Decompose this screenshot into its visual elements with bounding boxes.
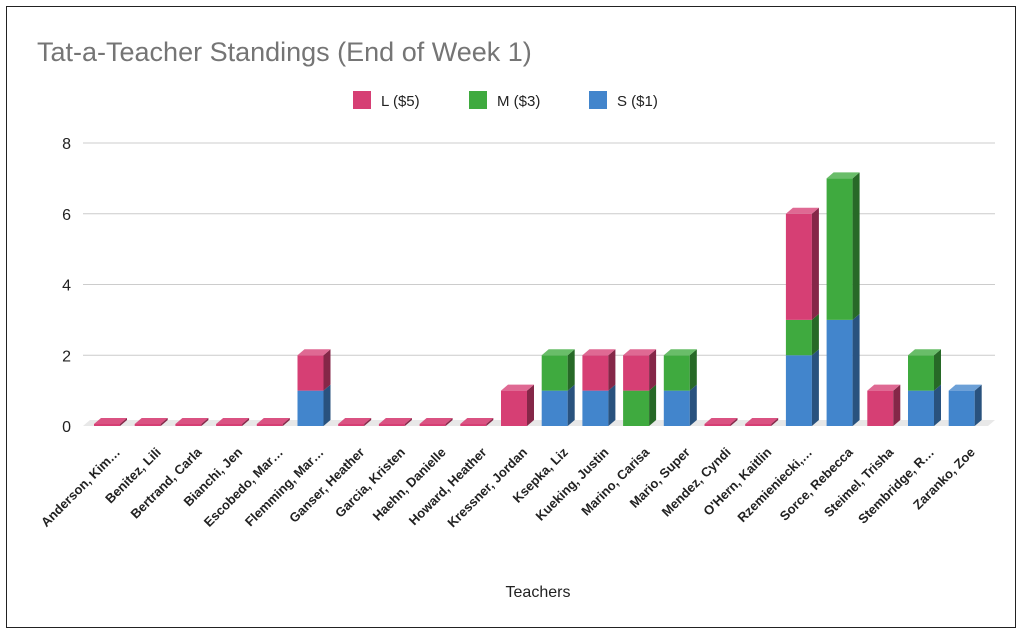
legend-label: L ($5)	[381, 93, 420, 110]
legend-swatch	[353, 91, 371, 109]
legend-swatch	[589, 91, 607, 109]
bar-empty	[216, 418, 250, 426]
y-axis-ticks: 0 2 4 6 8	[62, 136, 71, 436]
bar-segment	[623, 349, 657, 391]
x-tick-label: Ganser, Heather	[286, 445, 367, 526]
x-tick-label: Haehn, Danielle	[370, 445, 449, 524]
bar-segment	[541, 384, 575, 426]
bar-empty	[378, 418, 412, 426]
bar-segment	[297, 349, 331, 391]
bar-segment	[908, 349, 941, 391]
bar-segment	[663, 349, 697, 391]
y-tick-label: 4	[62, 278, 71, 295]
legend-label: M ($3)	[497, 93, 540, 110]
legend-swatch	[469, 91, 487, 109]
bar-segment	[663, 384, 697, 426]
y-tick-label: 2	[62, 348, 71, 365]
bar-segment	[948, 384, 982, 426]
bar-empty	[419, 418, 453, 426]
bar-empty	[256, 418, 290, 426]
legend-label: S ($1)	[617, 93, 658, 110]
chart-frame: Tat-a-Teacher Standings (End of Week 1) …	[6, 6, 1016, 628]
bar-empty	[175, 418, 209, 426]
bars	[94, 172, 982, 426]
x-tick-label: Rzemieniecki,…	[734, 445, 815, 526]
x-tick-label: Sorce, Rebecca	[777, 444, 857, 524]
bar-segment	[908, 384, 941, 426]
bar-segment	[826, 172, 860, 320]
bar-empty	[338, 418, 372, 426]
x-tick-label: Bertrand, Carla	[128, 444, 206, 522]
y-tick-label: 8	[62, 136, 71, 153]
x-tick-label: Steimel, Trisha	[821, 444, 897, 520]
bar-empty	[94, 418, 127, 426]
y-tick-label: 6	[62, 207, 71, 224]
stacked-bar-chart: Tat-a-Teacher Standings (End of Week 1) …	[37, 37, 995, 601]
bar-empty	[704, 418, 738, 426]
bar-segment	[867, 384, 901, 426]
bar-segment	[623, 384, 657, 426]
bar-segment	[785, 207, 819, 320]
bar-empty	[134, 418, 168, 426]
legend: L ($5) M ($3) S ($1)	[353, 91, 658, 110]
bar-segment	[826, 313, 860, 426]
bar-segment	[785, 349, 819, 426]
x-tick-label: Kueking, Justin	[532, 444, 611, 523]
bar-empty	[460, 418, 494, 426]
bar-segment	[582, 384, 616, 426]
y-tick-label: 0	[62, 419, 71, 436]
bar-segment	[582, 349, 616, 391]
bar-segment	[541, 349, 575, 391]
bar-segment	[297, 384, 331, 426]
x-axis-label: Teachers	[506, 584, 571, 601]
x-tick-label: Garcia, Kristen	[332, 444, 408, 520]
bar-segment	[785, 313, 819, 356]
bar-segment	[501, 384, 534, 426]
bar-empty	[745, 418, 779, 426]
chart-title: Tat-a-Teacher Standings (End of Week 1)	[37, 37, 532, 67]
